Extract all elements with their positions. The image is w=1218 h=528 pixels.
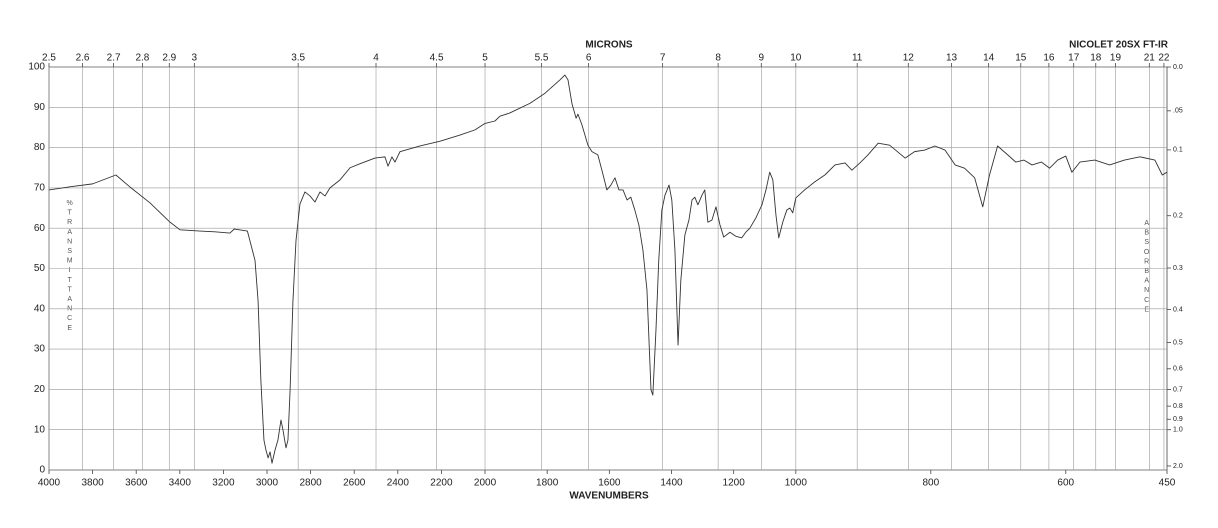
- y2-axis-label: ABSORBANCE: [1143, 220, 1150, 316]
- x-tick-label: 3000: [256, 478, 279, 489]
- y2-tick-label: 0.6: [1173, 366, 1183, 373]
- y2-tick-label: 0.7: [1173, 386, 1183, 393]
- x2-tick-label: 18: [1090, 53, 1102, 64]
- y-tick-label: 30: [34, 344, 46, 355]
- x-tick-label: 1600: [598, 478, 621, 489]
- x2-tick-label: 3.5: [291, 53, 305, 64]
- y2-tick-label: 1.0: [1173, 427, 1183, 434]
- x2-tick-label: 4: [373, 53, 379, 64]
- y-tick-label: 50: [34, 263, 46, 274]
- x2-tick-label: 21: [1144, 53, 1156, 64]
- x2-tick-label: 12: [903, 53, 915, 64]
- y2-tick-label: 0.8: [1173, 403, 1183, 410]
- y-tick-label: 10: [34, 424, 46, 435]
- x-tick-label: 3800: [81, 478, 104, 489]
- y2-tick-label: 0.2: [1173, 213, 1183, 220]
- x2-tick-label: 2.7: [107, 53, 121, 64]
- y2-tick-label: 0.5: [1173, 339, 1183, 346]
- y-axis-label: %TRANSMITTANCE: [66, 200, 73, 334]
- y2-tick-label: 0.3: [1173, 265, 1183, 272]
- x-tick-label: 1000: [785, 478, 808, 489]
- x-tick-label: 800: [922, 478, 939, 489]
- x-tick-label: 2400: [387, 478, 410, 489]
- y2-tick-label: 0.1: [1173, 147, 1183, 154]
- x2-tick-label: 2.6: [76, 53, 90, 64]
- y2-tick-label: 0.9: [1173, 416, 1183, 423]
- y-tick-label: 20: [34, 384, 46, 395]
- y2-tick-label: 0.0: [1173, 64, 1183, 71]
- y-tick-label: 80: [34, 142, 46, 153]
- y2-tick-label: .05: [1173, 108, 1183, 115]
- x2-tick-label: 19: [1110, 53, 1122, 64]
- y-tick-label: 100: [28, 62, 45, 73]
- x2-tick-label: 22: [1158, 53, 1170, 64]
- x2-tick-label: 7: [660, 53, 666, 64]
- x2-tick-label: 11: [852, 53, 863, 64]
- x-tick-label: 4000: [38, 478, 61, 489]
- y2-tick-label: 0.4: [1173, 306, 1183, 313]
- x-tick-label: 600: [1057, 478, 1074, 489]
- x-tick-label: 3400: [169, 478, 192, 489]
- x2-tick-label: 5: [482, 53, 488, 64]
- x-tick-label: 1200: [723, 478, 746, 489]
- x-tick-label: 2800: [299, 478, 322, 489]
- x2-tick-label: 3: [192, 53, 198, 64]
- x2-tick-label: 14: [983, 53, 995, 64]
- x2-tick-label: 10: [790, 53, 802, 64]
- y-tick-label: 0: [39, 465, 45, 476]
- x2-tick-label: 5.5: [535, 53, 549, 64]
- x2-tick-label: 2.5: [42, 53, 56, 64]
- x2-tick-label: 8: [715, 53, 721, 64]
- x2-tick-label: 2.9: [162, 53, 176, 64]
- x2-tick-label: 17: [1068, 53, 1080, 64]
- x-tick-label: 450: [1159, 478, 1176, 489]
- x2-tick-label: 16: [1043, 53, 1055, 64]
- y-tick-label: 90: [34, 102, 46, 113]
- x2-tick-label: 15: [1015, 53, 1027, 64]
- x2-tick-label: 2.8: [135, 53, 149, 64]
- y-tick-label: 70: [34, 183, 46, 194]
- x2-tick-label: 9: [759, 53, 765, 64]
- spectrum-line: [48, 74, 1168, 464]
- x-tick-label: 1800: [536, 478, 559, 489]
- x2-tick-label: 4.5: [430, 53, 444, 64]
- x-tick-label: 3200: [212, 478, 235, 489]
- x-tick-label: 2000: [474, 478, 497, 489]
- x-tick-label: 3600: [125, 478, 148, 489]
- y-tick-label: 60: [34, 223, 46, 234]
- x-tick-label: 2200: [430, 478, 453, 489]
- x-axis-label: WAVENUMBERS: [569, 491, 649, 502]
- x2-axis-label: MICRONS: [585, 40, 633, 51]
- y2-tick-label: 2.0: [1173, 463, 1183, 470]
- x2-tick-label: 6: [586, 53, 592, 64]
- chart-title: NICOLET 20SX FT-IR: [1069, 40, 1169, 51]
- x2-tick-label: 13: [946, 53, 958, 64]
- x-tick-label: 1400: [660, 478, 683, 489]
- x-tick-label: 2600: [343, 478, 366, 489]
- y-tick-label: 40: [34, 303, 46, 314]
